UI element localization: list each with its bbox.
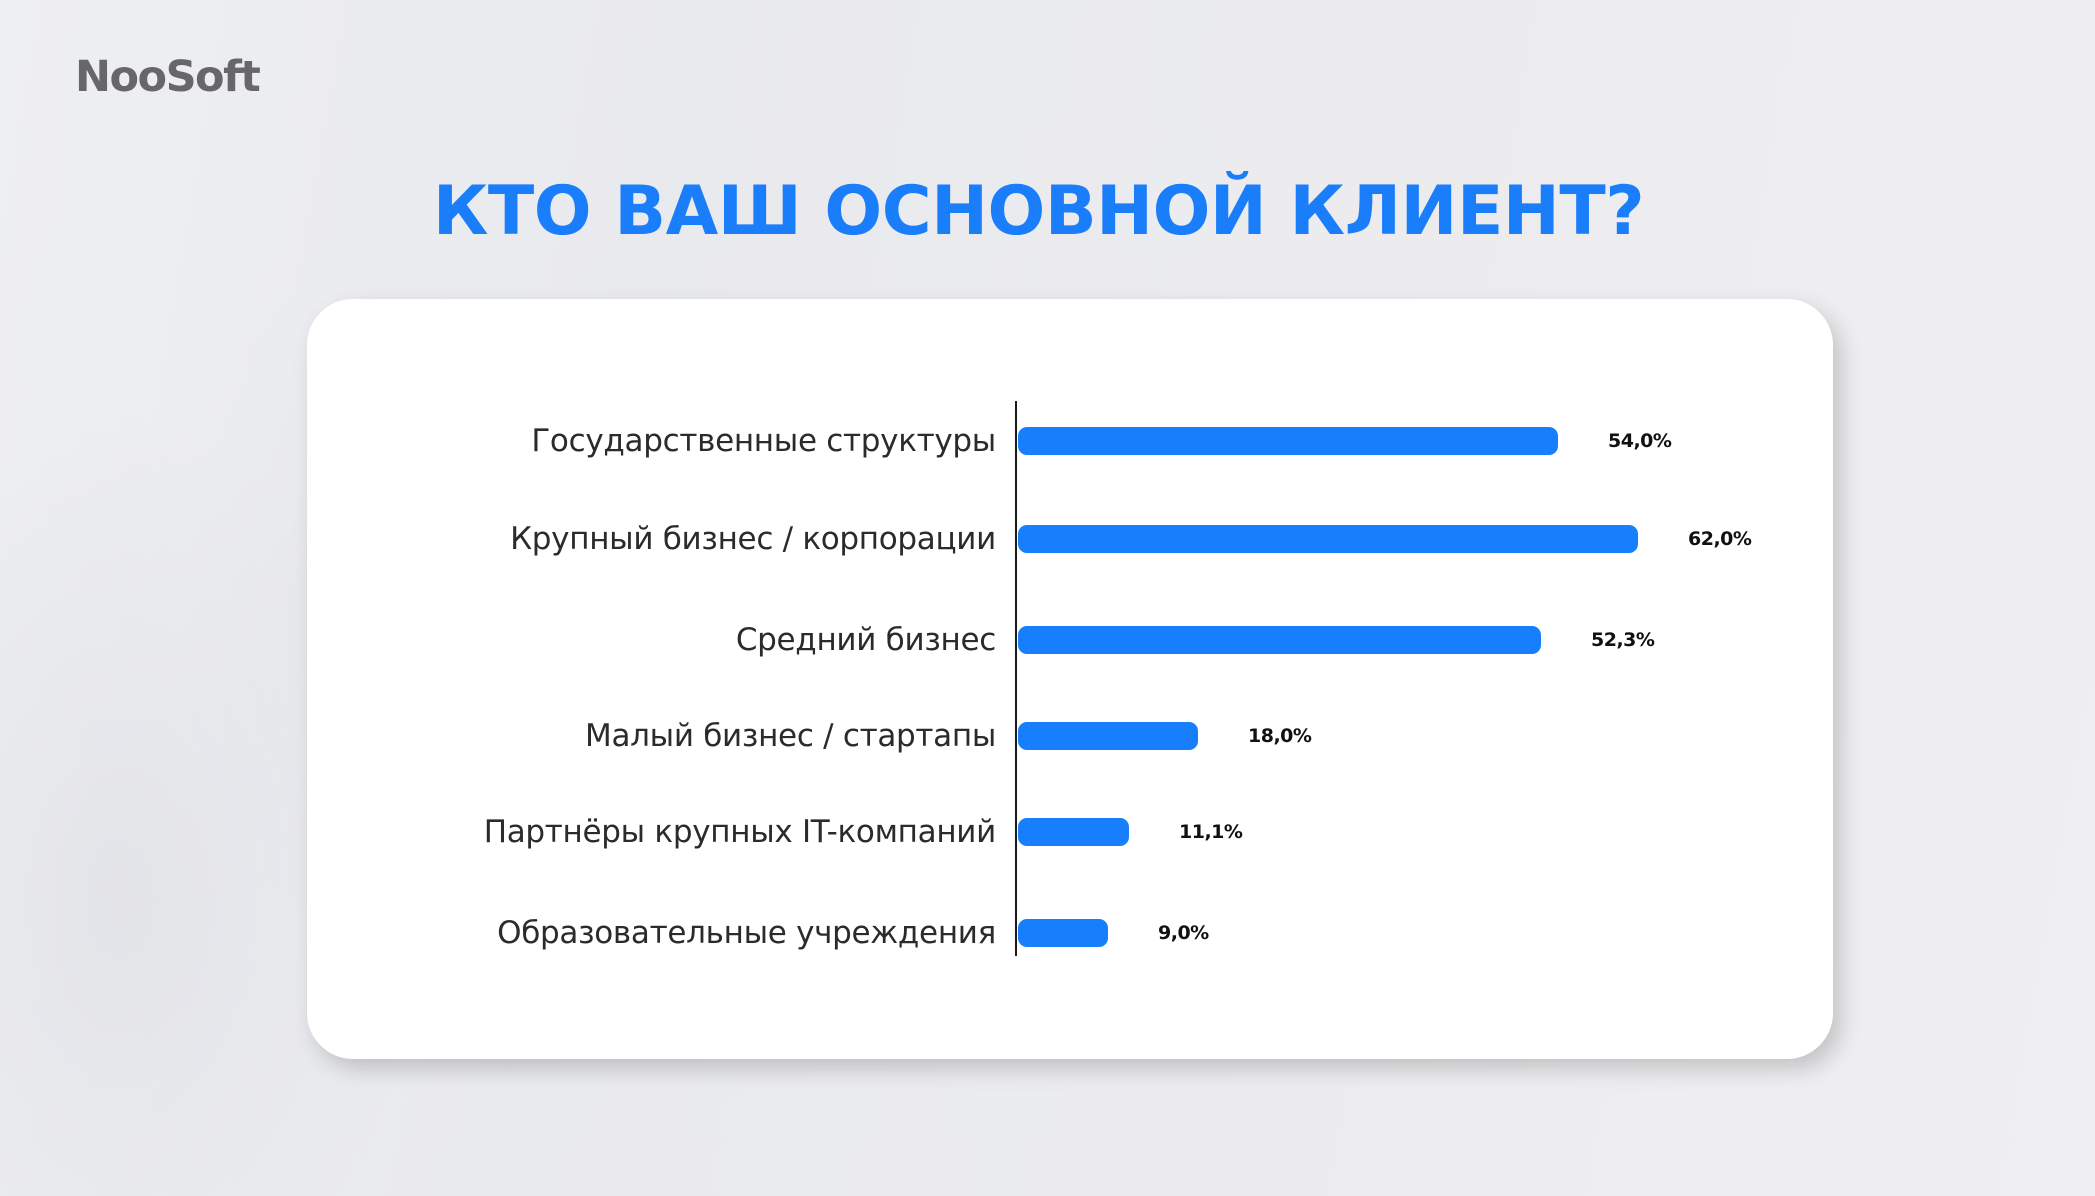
bar (1018, 818, 1129, 846)
bar (1018, 427, 1558, 455)
bar-row: Малый бизнес / стартапы 18,0% (0, 718, 2095, 754)
bar-row: Государственные структуры 54,0% (0, 423, 2095, 459)
y-axis-line (1015, 401, 1017, 956)
bar-row: Образовательные учреждения 9,0% (0, 915, 2095, 951)
category-label: Образовательные учреждения (497, 915, 996, 951)
value-label: 52,3% (1591, 629, 1655, 651)
category-label: Государственные структуры (531, 423, 996, 459)
bar-row: Средний бизнес 52,3% (0, 622, 2095, 658)
category-label: Крупный бизнес / корпорации (510, 521, 996, 557)
page-title: КТО ВАШ ОСНОВНОЙ КЛИЕНТ? (432, 172, 1645, 251)
bar-row: Партнёры крупных IT-компаний 11,1% (0, 814, 2095, 850)
value-label: 62,0% (1688, 528, 1752, 550)
value-label: 54,0% (1608, 430, 1672, 452)
logo: NooSoft (75, 52, 261, 102)
bar-row: Крупный бизнес / корпорации 62,0% (0, 521, 2095, 557)
bar (1018, 919, 1108, 947)
category-label: Партнёры крупных IT-компаний (483, 814, 997, 850)
bar (1018, 722, 1198, 750)
value-label: 18,0% (1248, 725, 1312, 747)
bar (1018, 626, 1541, 654)
value-label: 9,0% (1158, 922, 1209, 944)
value-label: 11,1% (1179, 821, 1243, 843)
bar (1018, 525, 1638, 553)
category-label: Средний бизнес (735, 622, 996, 658)
category-label: Малый бизнес / стартапы (585, 718, 996, 754)
